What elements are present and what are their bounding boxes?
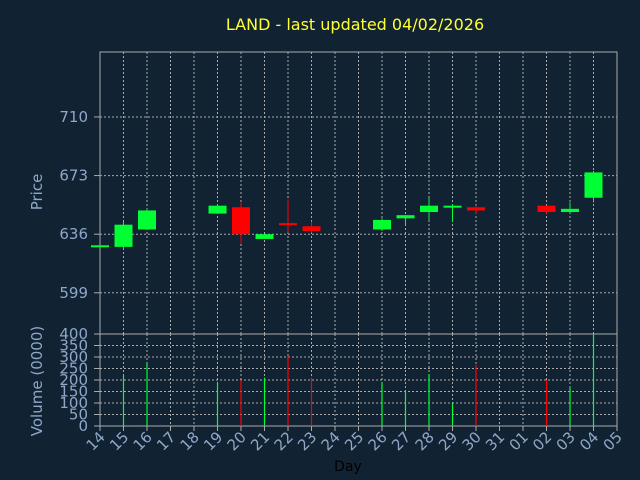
- volume-tick-label: 150: [59, 383, 88, 401]
- candle-body: [255, 234, 274, 239]
- x-tick-label: 18: [177, 428, 203, 454]
- x-tick-label: 17: [153, 428, 179, 454]
- x-tick-label: 15: [106, 428, 132, 454]
- candle-body: [232, 207, 250, 235]
- x-tick-label: 19: [200, 428, 226, 454]
- price-tick-label: 636: [59, 225, 88, 243]
- candle-body: [537, 205, 556, 213]
- volume-tick-label: 50: [69, 406, 88, 424]
- x-tick-label: 23: [294, 428, 320, 454]
- x-tick-label: 29: [435, 428, 461, 454]
- x-tick-label: 02: [529, 428, 555, 454]
- price-tick-label: 673: [59, 167, 88, 185]
- volume-tick-label: 300: [59, 348, 88, 366]
- candle-body: [302, 226, 321, 232]
- candle-body: [396, 215, 415, 219]
- price-axis-label: Price: [28, 174, 46, 211]
- x-axis-label: Day: [334, 459, 362, 475]
- volume-tick-label: 400: [59, 325, 88, 343]
- x-tick-label: 16: [130, 428, 156, 454]
- price-panel: 599 636 673 710: [59, 51, 618, 335]
- candle-body: [584, 172, 603, 198]
- chart-title: LAND - last updated 04/02/2026: [226, 15, 484, 34]
- x-tick-label: 20: [224, 428, 250, 454]
- volume-axis-label: Volume (0000): [28, 326, 46, 436]
- x-tick-label: 22: [271, 428, 297, 454]
- price-tick-label: 710: [59, 108, 88, 126]
- candle-body: [91, 245, 109, 248]
- candle-body: [561, 208, 579, 213]
- x-tick-label: 31: [482, 428, 508, 454]
- candle-body: [373, 219, 391, 230]
- x-tick-label: 21: [247, 428, 273, 454]
- x-tick-label: 26: [365, 428, 391, 454]
- x-tick-label: 01: [506, 428, 532, 454]
- candle-body: [443, 205, 462, 208]
- x-tick-label: 27: [388, 428, 414, 454]
- volume-tick-label: 0: [78, 417, 88, 435]
- x-tick-label: 24: [318, 428, 344, 454]
- volume-tick-label: 100: [59, 394, 88, 412]
- candle-body: [114, 224, 133, 247]
- x-tick-label: 28: [412, 428, 438, 454]
- candle-body: [467, 207, 485, 211]
- x-tick-label: 25: [341, 428, 367, 454]
- volume-tick-label: 200: [59, 371, 88, 389]
- price-tick-label: 599: [59, 284, 88, 302]
- candle-body: [279, 223, 297, 226]
- x-axis: 1415161718192021222324252627282930310102…: [83, 426, 626, 454]
- x-tick-label: 03: [553, 428, 579, 454]
- x-tick-label: 30: [459, 428, 485, 454]
- volume-tick-label: 350: [59, 337, 88, 355]
- candle-body: [208, 205, 227, 214]
- x-tick-label: 04: [576, 428, 602, 454]
- volume-tick-label: 250: [59, 360, 88, 378]
- candle-body: [138, 210, 156, 230]
- candle-body: [420, 205, 438, 213]
- x-tick-label: 05: [600, 428, 626, 454]
